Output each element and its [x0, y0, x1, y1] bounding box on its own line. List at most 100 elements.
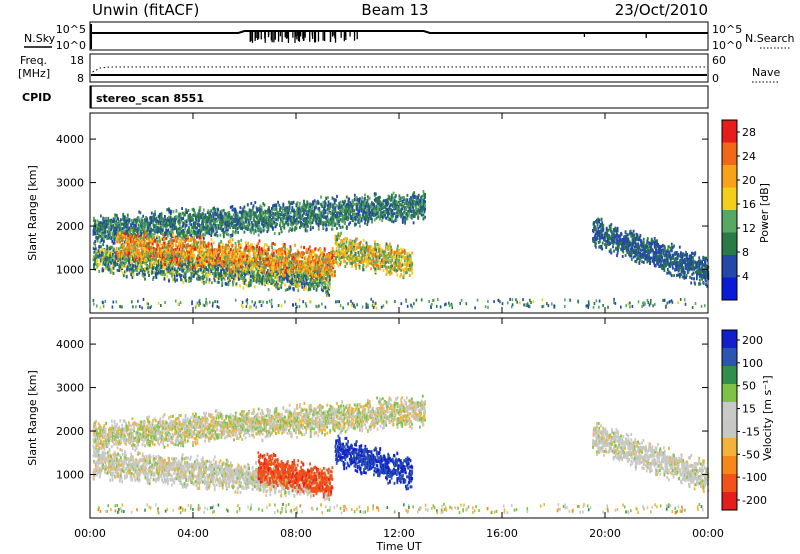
heatmap-cell [296, 274, 299, 278]
heatmap-cell [122, 274, 125, 278]
heatmap-cell [191, 208, 194, 212]
heatmap-cell [132, 229, 134, 233]
heatmap-cell [184, 272, 187, 276]
heatmap-cell [325, 216, 328, 220]
heatmap-cell [100, 259, 103, 263]
heatmap-cell [257, 269, 260, 273]
heatmap-cell [96, 263, 99, 267]
heatmap-cell [312, 202, 315, 206]
heatmap-cell [236, 227, 239, 231]
heatmap-cell [256, 207, 258, 211]
heatmap-cell [325, 196, 328, 200]
heatmap-cell [251, 270, 253, 274]
heatmap-cell [285, 271, 288, 275]
heatmap-cell [344, 205, 347, 209]
heatmap-cell [395, 214, 398, 218]
heatmap-cell [344, 220, 346, 224]
heatmap-cell [366, 214, 369, 218]
heatmap-cell [360, 201, 363, 205]
heatmap-cell [112, 260, 115, 264]
heatmap-cell [304, 261, 307, 265]
heatmap-cell [97, 236, 100, 240]
heatmap-cell [241, 226, 243, 230]
heatmap-cell [311, 279, 314, 283]
heatmap-cell [190, 226, 193, 230]
heatmap-cell [143, 253, 146, 257]
heatmap-cell [126, 258, 129, 262]
heatmap-cell [211, 219, 214, 223]
heatmap-cell [200, 226, 202, 230]
heatmap-cell [185, 261, 188, 265]
heatmap-cell [401, 212, 404, 216]
heatmap-cell [319, 210, 322, 214]
heatmap-cell [387, 199, 389, 202]
heatmap-cell [303, 199, 305, 203]
heatmap-cell [391, 211, 393, 215]
heatmap-cell [239, 217, 242, 221]
heatmap-cell [144, 266, 146, 270]
sky-tick-bottom-right: 10^0 [712, 39, 742, 52]
heatmap-cell [106, 266, 109, 269]
heatmap-cell [196, 215, 198, 219]
heatmap-cell [113, 233, 116, 237]
heatmap-cell [300, 224, 303, 228]
heatmap-cell [216, 234, 219, 238]
heatmap-cell [105, 218, 107, 222]
heatmap-cell [204, 213, 207, 217]
heatmap-cell [355, 217, 357, 221]
heatmap-cell [167, 270, 170, 274]
heatmap-cell [347, 216, 350, 220]
heatmap-cell [158, 213, 161, 216]
heatmap-cell [252, 228, 254, 232]
heatmap-cell [298, 204, 301, 208]
heatmap-cell [242, 221, 245, 225]
heatmap-cell [194, 220, 197, 224]
heatmap-cell [236, 218, 239, 222]
heatmap-cell [302, 203, 305, 207]
heatmap-cell [357, 206, 360, 210]
sky-right-label: N.Search [745, 32, 795, 45]
heatmap-cell [362, 215, 365, 219]
heatmap-cell [176, 278, 178, 282]
heatmap-cell [169, 231, 171, 234]
heatmap-cell [421, 199, 424, 203]
heatmap-cell [367, 204, 370, 208]
heatmap-cell [212, 272, 215, 275]
heatmap-cell [97, 255, 99, 259]
heatmap-cell [216, 275, 219, 279]
heatmap-cell [237, 215, 240, 219]
heatmap-cell [423, 210, 426, 214]
heatmap-cell [370, 203, 373, 206]
heatmap-cell [226, 266, 229, 270]
heatmap-cell [109, 247, 111, 251]
heatmap-cell [387, 213, 389, 217]
heatmap-cell [348, 204, 351, 208]
heatmap-cell [161, 228, 164, 232]
heatmap-cell [213, 277, 216, 281]
heatmap-cell [208, 230, 211, 234]
heatmap-cell [106, 256, 109, 260]
heatmap-cell [363, 201, 365, 205]
heatmap-cell [169, 251, 172, 255]
heatmap-cell [203, 260, 206, 264]
heatmap-cell [188, 216, 191, 220]
heatmap-cell [197, 278, 200, 282]
heatmap-cell [288, 200, 290, 204]
heatmap-cell [134, 218, 137, 222]
heatmap-cell [416, 212, 418, 216]
heatmap-cell [332, 220, 334, 224]
heatmap-cell [261, 222, 263, 226]
heatmap-cell [325, 203, 328, 207]
heatmap-cell [112, 262, 114, 266]
heatmap-cell [376, 196, 379, 200]
heatmap-cell [290, 276, 292, 280]
heatmap-cell [208, 226, 210, 230]
heatmap-cell [186, 232, 189, 236]
sky-panel: N.Sky 10^5 10^0 10^5 10^0 N.Search [24, 21, 795, 52]
heatmap-cell [324, 201, 327, 205]
heatmap-cell [209, 265, 212, 269]
heatmap-cell [265, 222, 267, 226]
heatmap-cell [160, 213, 163, 217]
heatmap-cell [401, 207, 404, 211]
heatmap-cell [200, 213, 203, 217]
